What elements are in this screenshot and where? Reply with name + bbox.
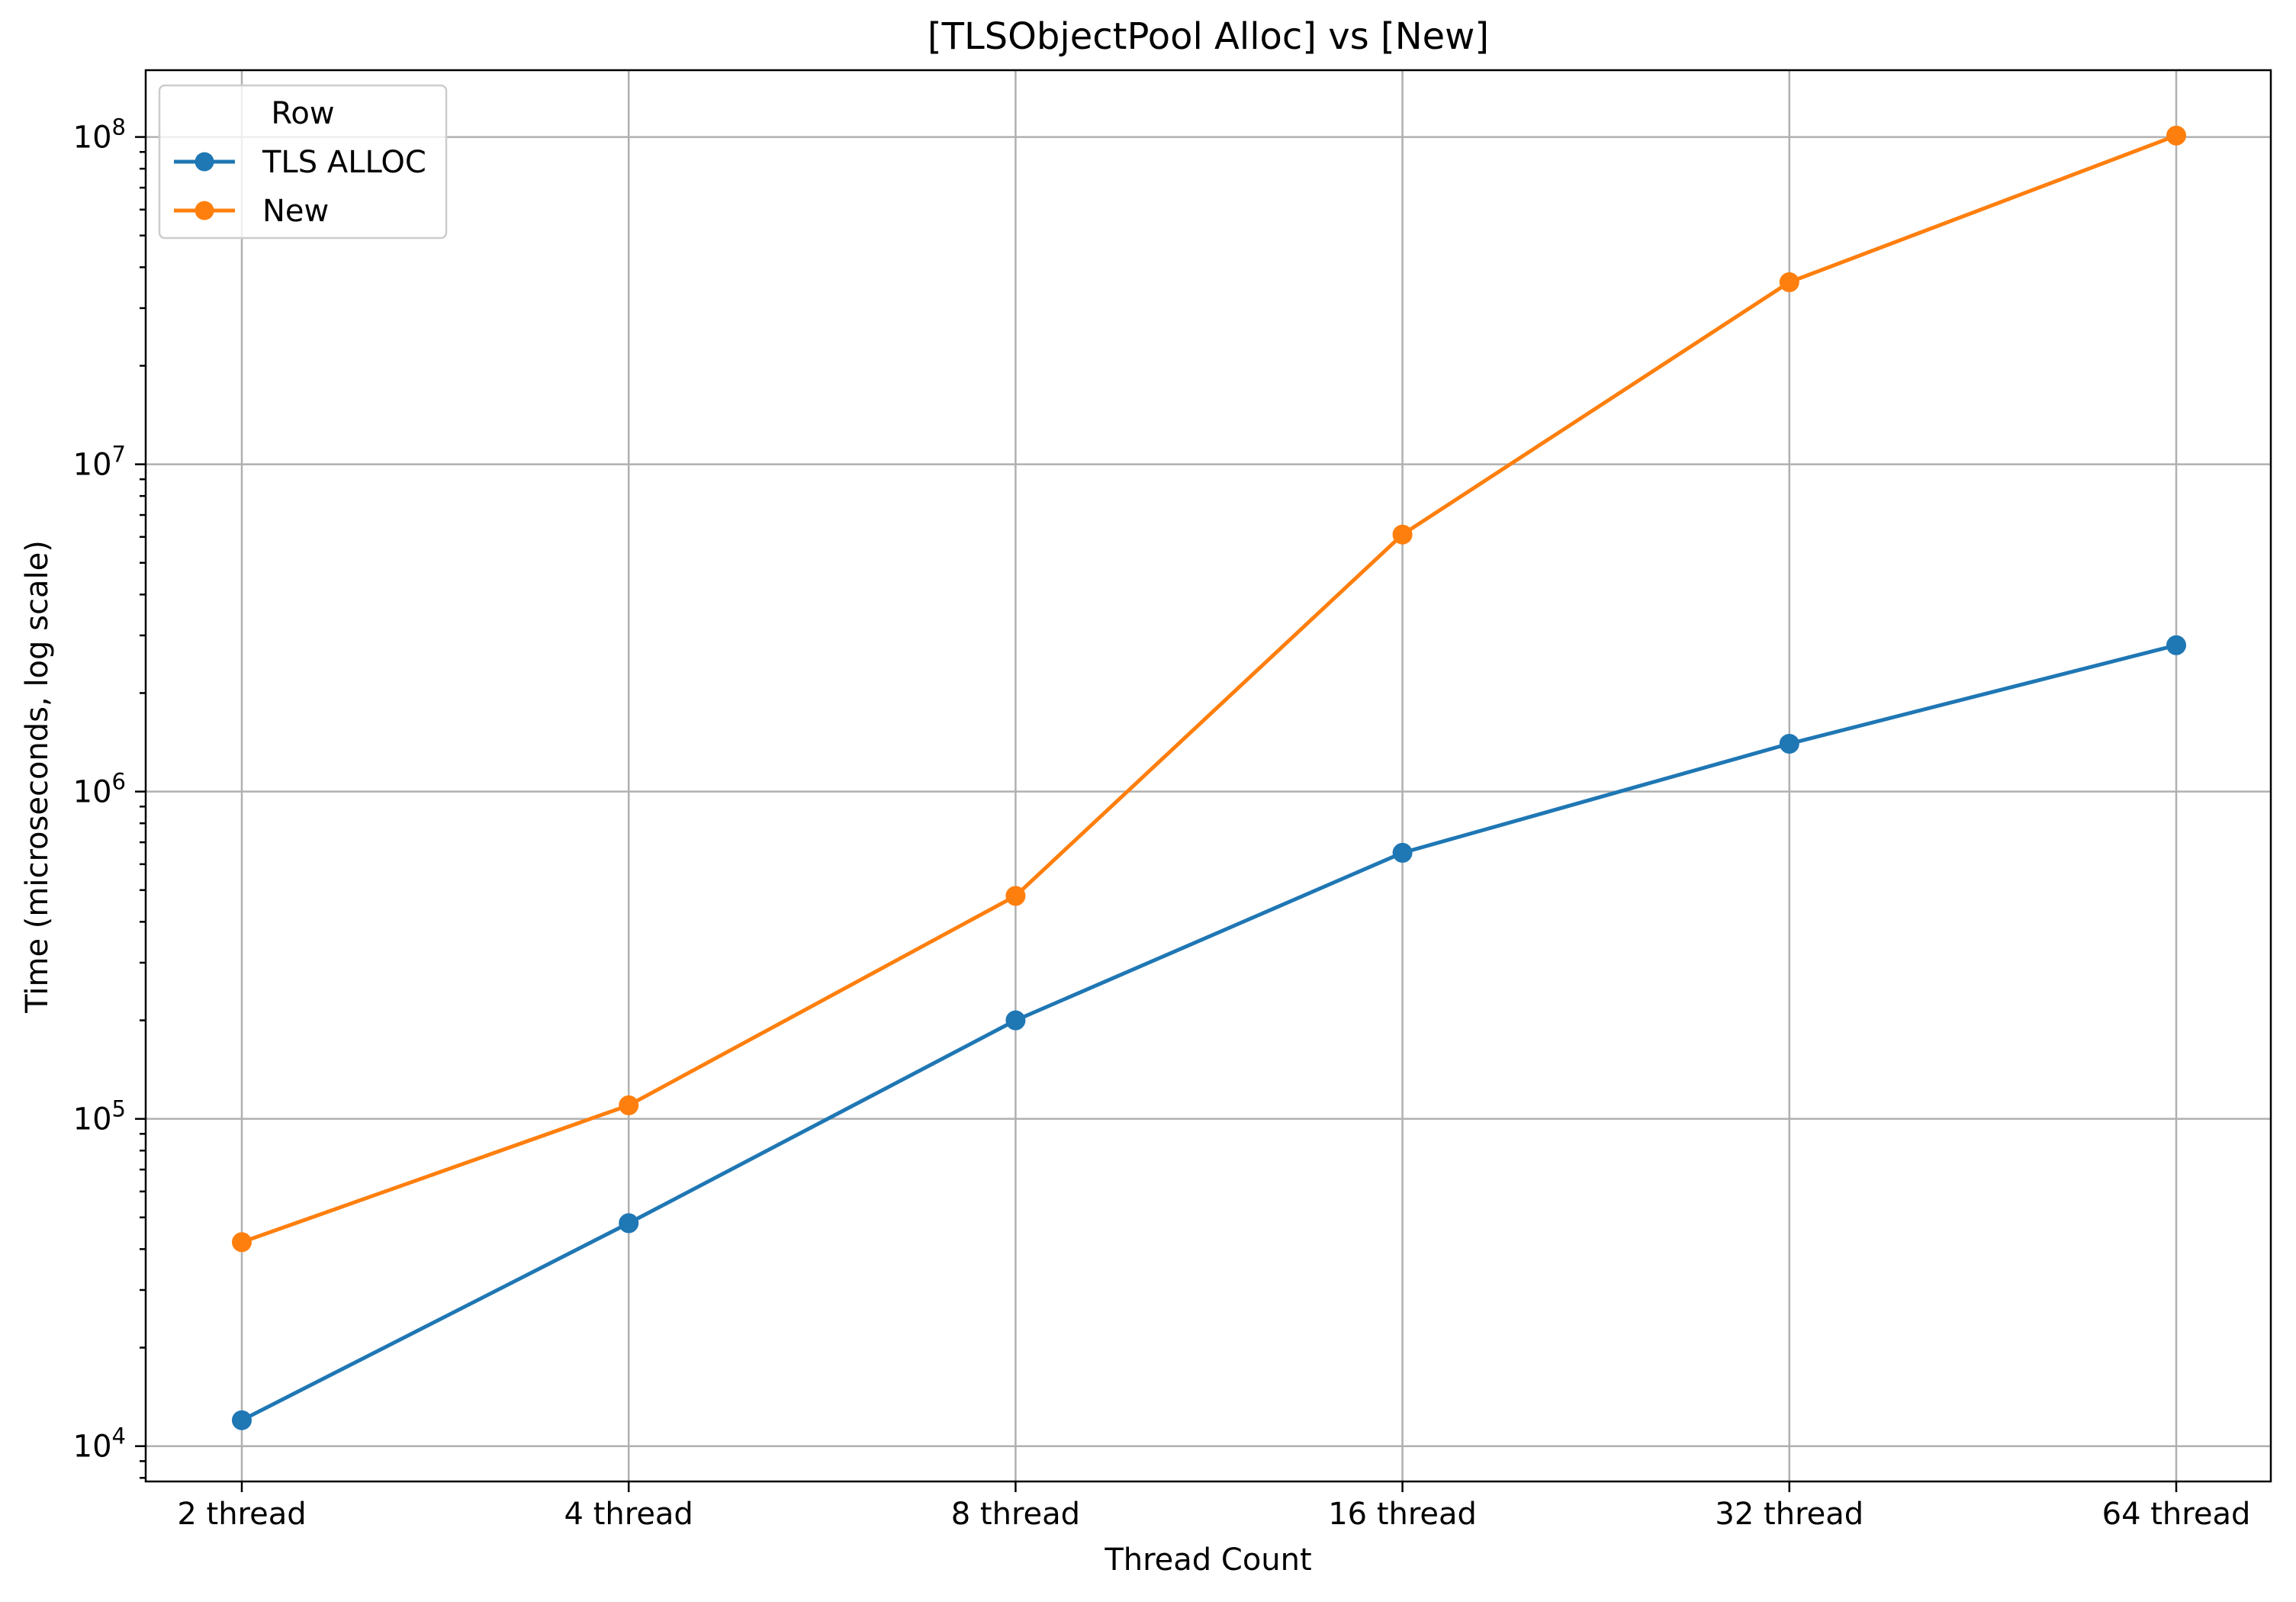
x-tick-label: 16 thread	[1328, 1497, 1477, 1532]
legend-marker	[195, 201, 214, 220]
x-axis-ticks: 2 thread 4 thread 8 thread 16 thread 32 thre…	[177, 1481, 2250, 1532]
data-point	[2166, 635, 2186, 655]
legend-label: New	[262, 194, 329, 229]
series-line	[240, 643, 2179, 1423]
data-point	[1005, 886, 1026, 906]
data-point	[232, 1410, 252, 1430]
x-tick-label: 4 thread	[564, 1497, 693, 1532]
x-axis-title: Thread Count	[1104, 1542, 1311, 1578]
data-point	[2166, 125, 2186, 146]
plot-area-frame	[144, 69, 2272, 1483]
x-tick-label: 64 thread	[2102, 1497, 2251, 1532]
data-point	[1392, 842, 1413, 863]
y-tick-label: 107	[73, 442, 126, 483]
data-point	[1392, 524, 1413, 545]
y-tick-label: 106	[73, 769, 126, 810]
data-point	[232, 1232, 252, 1253]
y-tick-label: 104	[73, 1423, 126, 1465]
data-point	[1779, 733, 1799, 754]
y-tick-label: 105	[73, 1096, 126, 1137]
legend-marker	[195, 152, 214, 172]
legend-frame	[158, 84, 448, 240]
data-point	[1005, 1010, 1026, 1031]
series-group	[232, 635, 2186, 1430]
data-point	[619, 1213, 639, 1234]
legend-title: Row	[271, 96, 334, 131]
x-tick-label: 32 thread	[1715, 1497, 1863, 1532]
series-line	[240, 134, 2179, 1244]
y-axis-title: Time (microseconds, log scale)	[20, 540, 55, 1014]
legend-entries: TLS ALLOC New	[174, 145, 426, 229]
x-tick-label: 2 thread	[177, 1497, 306, 1532]
data-series	[232, 125, 2186, 1430]
data-point	[1779, 272, 1799, 292]
y-tick-label: 108	[73, 114, 126, 156]
x-tick-label: 8 thread	[951, 1497, 1080, 1532]
grid	[146, 70, 2271, 1481]
chart-title: [TLSObjectPool Alloc] vs [New]	[928, 15, 1489, 58]
legend-label: TLS ALLOC	[262, 145, 426, 180]
y-axis-ticks: 104 105 106 107 108	[73, 114, 146, 1479]
legend: Row TLS ALLOC New	[158, 84, 448, 240]
data-point	[619, 1095, 639, 1115]
series-group	[232, 125, 2186, 1253]
